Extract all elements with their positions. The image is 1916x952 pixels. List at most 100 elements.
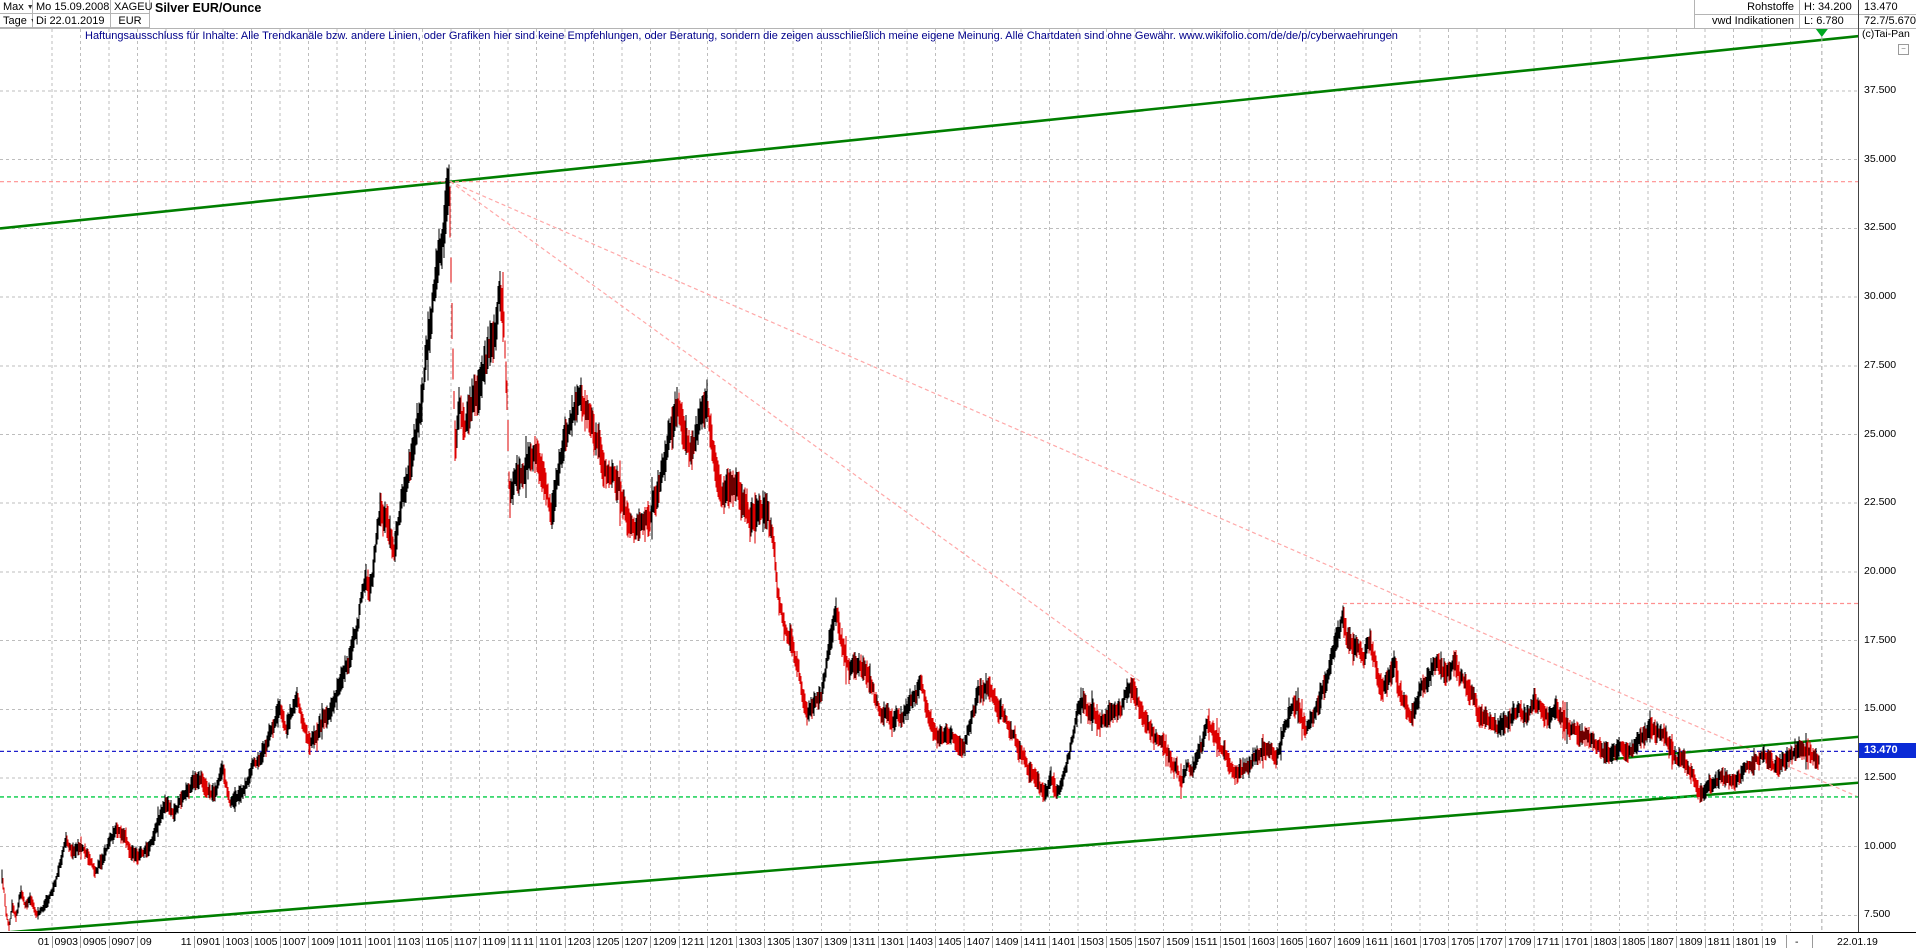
x-axis: - 22.01.19 01 09 03 09 05 09 07 09 11 09 01 10 03 10 0… (0, 932, 1916, 952)
currency: EUR (118, 15, 142, 27)
range-selector[interactable]: Max ▼ (0, 0, 34, 14)
x-axis-tick: 07 17 (1491, 936, 1520, 948)
x-axis-tick: 03 14 (921, 936, 950, 948)
x-axis-tick: 03 11 (408, 936, 437, 948)
x-axis-tick: 07 15 (1149, 936, 1178, 948)
category-label: Rohstoffe (1747, 1, 1794, 13)
y-axis-label: 12.500 (1864, 771, 1897, 783)
period-selector-label: Tage (3, 15, 27, 27)
x-axis-tick: 01 14 (892, 936, 922, 948)
y-axis-label: 25.000 (1864, 427, 1897, 440)
x-axis-tick: 11 11 (523, 936, 550, 948)
x-axis-divider (1786, 935, 1787, 948)
x-axis-tick: 05 16 (1291, 936, 1321, 948)
x-axis-tick: 05 14 (949, 936, 979, 948)
x-axis-tick: 03 09 (66, 936, 95, 948)
x-axis-tick: 05 15 (1120, 936, 1150, 948)
x-axis-tick: 01 13 (721, 936, 751, 948)
page-title: Silver EUR/Ounce (155, 1, 262, 15)
y-axis-label: 35.000 (1864, 152, 1897, 165)
upper-channel (0, 34, 1858, 230)
header-bottom-border (0, 28, 1916, 29)
y-axis-label: 27.500 (1864, 358, 1897, 371)
x-axis-tick: 07 13 (807, 936, 836, 948)
cursor-marker (1815, 29, 1828, 931)
collapse-button[interactable]: − (1898, 44, 1909, 55)
x-axis-tick: 07 09 (123, 936, 152, 948)
copyright-label: (c)Tai-Pan (1862, 28, 1910, 40)
x-axis-tick: 03 18 (1605, 936, 1634, 948)
y-axis-label: 17.500 (1864, 633, 1897, 646)
x-axis-tick: 07 14 (978, 936, 1007, 948)
y-axis-label: 7.500 (1864, 908, 1891, 921)
date-to: Di 22.01.2019 (36, 15, 105, 27)
range-selector-label: Max (3, 1, 24, 13)
x-axis-tick: 03 10 (237, 936, 266, 948)
currency-cell: EUR (111, 14, 150, 28)
y-axis-label: 20.000 (1864, 564, 1897, 577)
x-axis-tick: 07 18 (1662, 936, 1691, 948)
x-axis-tick: 05 10 (265, 936, 295, 948)
x-axis-tick: 09 16 (1348, 936, 1378, 948)
x-axis-end-date: 22.01.19 (1837, 936, 1878, 948)
x-axis-tick: 05 17 (1462, 936, 1492, 948)
x-axis-tick: 05 18 (1633, 936, 1663, 948)
low-value: L: 6.780 (1804, 15, 1844, 27)
x-axis-tick: 01 15 (1063, 936, 1093, 948)
fan-line-1 (450, 181, 1858, 798)
x-axis-tick: 09 14 (1006, 936, 1036, 948)
last-price-tag: 13.470 (1859, 743, 1916, 759)
x-axis-tick: 11 16 (1377, 936, 1406, 948)
x-axis-tick: 09 17 (1519, 936, 1549, 948)
x-axis-tick: 11 12 (693, 936, 722, 948)
x-axis-tick: 09 12 (664, 936, 694, 948)
date-from-cell[interactable]: Mo 15.09.2008 (33, 0, 111, 14)
x-axis-tick: 05 11 (437, 936, 465, 948)
date-from: Mo 15.09.2008 (36, 1, 110, 13)
y-axis-label: 30.000 (1864, 290, 1897, 303)
x-axis-divider (1812, 935, 1813, 948)
y-axis-label: 37.500 (1864, 84, 1897, 96)
symbol-cell[interactable]: XAGEU (111, 0, 153, 14)
x-axis-tick: 11 18 (1719, 936, 1748, 948)
x-axis-tick: 03 15 (1092, 936, 1121, 948)
x-axis-tick: 01 16 (1234, 936, 1264, 948)
chart-grid (0, 29, 1858, 931)
disclaimer-text: Haftungsausschluss für Inhalte: Alle Tre… (85, 30, 1398, 42)
x-axis-tick: 09 10 (322, 936, 352, 948)
symbol: XAGEU (114, 1, 153, 13)
x-axis-tick: 09 11 (494, 936, 522, 948)
price-bars (1, 164, 1820, 931)
x-axis-tick: 05 09 (94, 936, 124, 948)
lower-channel (8, 781, 1858, 931)
high-value: H: 34.200 (1804, 1, 1852, 13)
x-axis-tick: 01 17 (1405, 936, 1435, 948)
x-axis-tick: 09 13 (835, 936, 865, 948)
source-label: vwd Indikationen (1712, 15, 1794, 27)
y-axis-label: 22.500 (1864, 496, 1897, 509)
fan-line-2 (449, 181, 1142, 683)
x-axis-tick: 11 10 (351, 936, 380, 948)
x-axis-tick: 09 18 (1690, 936, 1720, 948)
range-stat-value: 72.7/5.670 (1864, 15, 1916, 27)
y-axis-label: 15.000 (1864, 702, 1897, 715)
x-axis-tick: 11 17 (1548, 936, 1577, 948)
x-axis-tick: 01 19 (1747, 936, 1777, 948)
x-axis-tick: 07 11 (465, 936, 494, 948)
chevron-down-icon: ▼ (26, 4, 34, 11)
x-axis-tick: 05 12 (607, 936, 637, 948)
x-axis-tick: 01 11 (380, 936, 408, 948)
x-axis-tick: 07 12 (636, 936, 665, 948)
x-axis-tick: 01 09 (37, 936, 67, 948)
x-axis-tick: 05 13 (778, 936, 808, 948)
date-to-cell[interactable]: Di 22.01.2019 (33, 14, 111, 28)
x-axis-tick: 11 14 (1035, 936, 1064, 948)
recent-support-trend (1603, 735, 1858, 762)
x-axis-tick: 11 15 (1206, 936, 1235, 948)
last-price-value: 13.470 (1864, 1, 1898, 13)
y-axis-label: 32.500 (1864, 221, 1897, 234)
x-axis-tick: 01 18 (1576, 936, 1606, 948)
x-axis-tick: 07 10 (294, 936, 323, 948)
